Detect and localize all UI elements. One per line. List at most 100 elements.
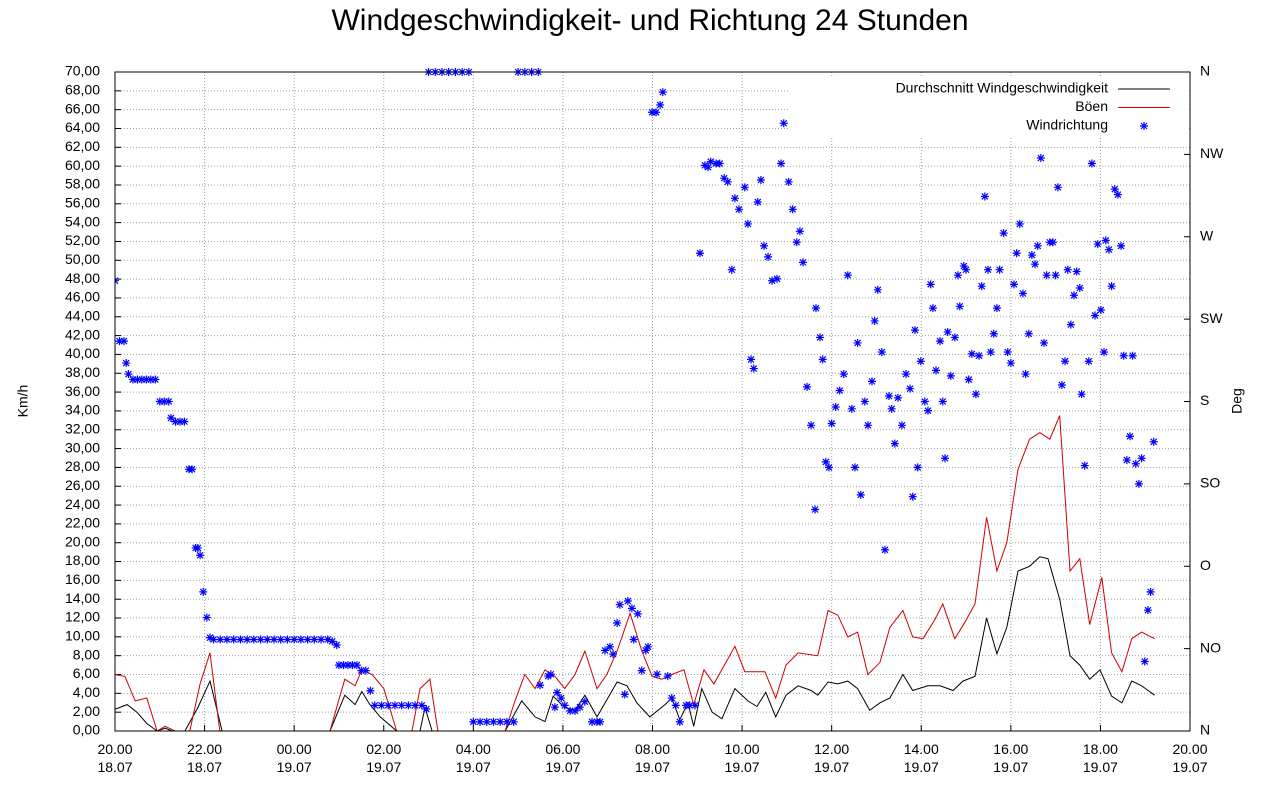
wind-direction-point bbox=[860, 397, 869, 406]
x-tick-label: 20.00 19.07 bbox=[1172, 741, 1208, 775]
wind-direction-point bbox=[476, 717, 485, 726]
wind-direction-point bbox=[792, 238, 801, 247]
y-axis-label: Km/h bbox=[15, 385, 31, 418]
wind-direction-point bbox=[675, 717, 684, 726]
wind-direction-point bbox=[856, 490, 865, 499]
wind-direction-point bbox=[249, 635, 258, 644]
wind-direction-point bbox=[999, 229, 1008, 238]
y2-tick-label: N bbox=[1200, 722, 1210, 738]
wind-direction-point bbox=[873, 285, 882, 294]
wind-direction-point bbox=[422, 705, 431, 714]
wind-direction-point bbox=[730, 194, 739, 203]
wind-direction-point bbox=[847, 404, 856, 413]
wind-direction-point bbox=[137, 375, 146, 384]
wind-direction-point bbox=[695, 249, 704, 258]
y-tick-label: 20,00 bbox=[65, 533, 100, 549]
wind-direction-point bbox=[1100, 348, 1108, 357]
wind-direction-point bbox=[509, 717, 518, 726]
y-tick-label: 66,00 bbox=[65, 100, 100, 116]
wind-direction-point bbox=[202, 613, 211, 622]
wind-direction-point bbox=[334, 661, 343, 670]
y-tick-label: 42,00 bbox=[65, 326, 100, 342]
wind-direction-point bbox=[270, 635, 279, 644]
y-tick-label: 16,00 bbox=[65, 571, 100, 587]
y-tick-label: 40,00 bbox=[65, 345, 100, 361]
wind-direction-point bbox=[975, 351, 984, 360]
wind-direction-point bbox=[768, 276, 777, 285]
wind-direction-point bbox=[390, 701, 399, 710]
wind-direction-point bbox=[839, 370, 848, 379]
wind-direction-point bbox=[877, 348, 886, 357]
wind-direction-point bbox=[615, 600, 624, 609]
wind-direction-point bbox=[784, 177, 793, 186]
legend-label: Durchschnitt Windgeschwindigkeit bbox=[896, 80, 1109, 96]
series-line bbox=[115, 415, 1155, 732]
wind-direction-point bbox=[243, 635, 252, 644]
wind-direction-point bbox=[1006, 359, 1015, 368]
wind-direction-point bbox=[496, 717, 505, 726]
wind-direction-point bbox=[1122, 456, 1131, 465]
wind-direction-point bbox=[283, 635, 292, 644]
wind-direction-point bbox=[1027, 251, 1036, 260]
wind-direction-point bbox=[1080, 461, 1089, 470]
wind-direction-point bbox=[916, 357, 925, 366]
wind-direction-point bbox=[553, 688, 562, 697]
wind-direction-point bbox=[749, 364, 758, 373]
wind-direction-point bbox=[115, 337, 124, 346]
wind-direction-point bbox=[560, 701, 569, 710]
wind-direction-point bbox=[641, 646, 650, 655]
wind-direction-point bbox=[290, 635, 299, 644]
wind-direction-point bbox=[323, 635, 332, 644]
y-tick-label: 70,00 bbox=[65, 63, 100, 79]
wind-direction-point bbox=[803, 382, 812, 391]
y-tick-label: 26,00 bbox=[65, 477, 100, 493]
legend-label: Windrichtung bbox=[1026, 117, 1108, 133]
legend: Durchschnitt Windgeschwindigkeit Böen Wind… bbox=[790, 76, 1188, 138]
y2-tick-label: NW bbox=[1200, 145, 1224, 161]
wind-direction-point bbox=[824, 463, 833, 472]
wind-direction-point bbox=[133, 375, 142, 384]
wind-direction-point bbox=[352, 661, 361, 670]
wind-direction-point bbox=[1093, 240, 1102, 249]
wind-direction-point bbox=[1042, 271, 1051, 280]
wind-direction-point bbox=[850, 463, 859, 472]
wind-direction-point bbox=[1018, 289, 1027, 298]
wind-direction-point bbox=[171, 417, 180, 426]
wind-direction-point bbox=[199, 587, 208, 596]
x-tick-label: 10.00 19.07 bbox=[724, 741, 760, 775]
wind-direction-point bbox=[128, 375, 137, 384]
wind-direction-point bbox=[502, 717, 511, 726]
wind-direction-point bbox=[1113, 190, 1122, 199]
y-tick-label: 54,00 bbox=[65, 213, 100, 229]
y2-tick-label: W bbox=[1200, 227, 1214, 243]
wind-direction-point bbox=[923, 406, 932, 415]
wind-direction-point bbox=[663, 672, 672, 681]
wind-direction-point bbox=[652, 670, 661, 679]
wind-direction-point bbox=[906, 384, 915, 393]
wind-direction-point bbox=[811, 304, 820, 313]
wind-direction-point bbox=[188, 465, 197, 474]
y2-tick-label: SW bbox=[1200, 310, 1223, 326]
wind-direction-point bbox=[835, 386, 844, 395]
x-tick-label: 18.00 19.07 bbox=[1082, 741, 1118, 775]
wind-direction-point bbox=[971, 390, 980, 399]
wind-direction-point bbox=[1077, 390, 1086, 399]
wind-direction-point bbox=[795, 227, 804, 236]
wind-direction-point bbox=[734, 205, 743, 214]
wind-direction-point bbox=[818, 355, 827, 364]
wind-direction-point bbox=[1110, 185, 1119, 194]
wind-direction-point bbox=[995, 265, 1004, 274]
wind-direction-point bbox=[913, 463, 922, 472]
wind-direction-point bbox=[779, 119, 788, 128]
wind-direction-point bbox=[256, 635, 265, 644]
wind-direction-point bbox=[1119, 351, 1128, 360]
wind-direction-point bbox=[536, 681, 545, 690]
series-line bbox=[115, 556, 1155, 732]
legend-label: Böen bbox=[1075, 98, 1108, 114]
wind-direction-point bbox=[1036, 154, 1045, 163]
wind-direction-point bbox=[1063, 265, 1072, 274]
wind-direction-point bbox=[1125, 432, 1134, 441]
wind-direction-point bbox=[658, 88, 667, 97]
wind-direction-point bbox=[328, 637, 337, 646]
